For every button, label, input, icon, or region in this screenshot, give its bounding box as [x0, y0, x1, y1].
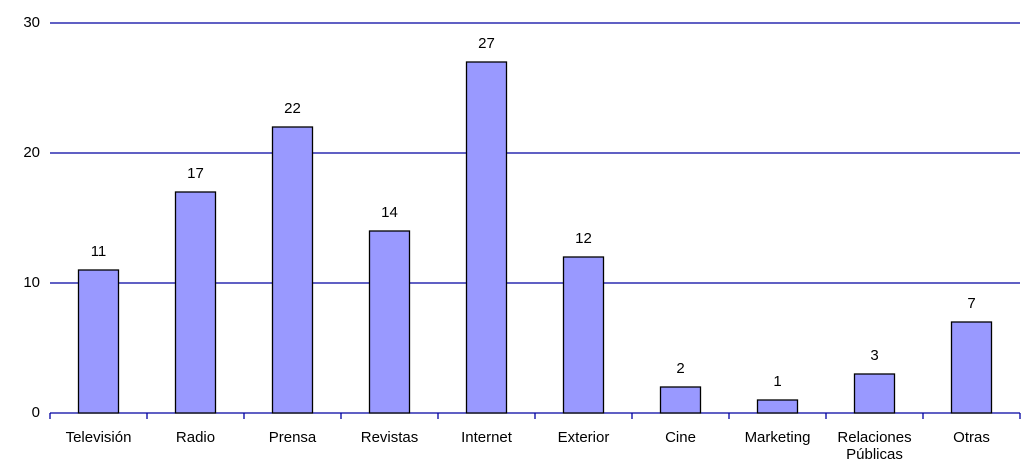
bar — [174, 191, 217, 414]
x-tick-label-box: Otras — [953, 429, 990, 446]
y-tick-label: 20 — [23, 144, 40, 161]
bar — [271, 126, 314, 414]
x-tick-label: Internet — [461, 429, 512, 446]
x-tick-label: Otras — [953, 429, 990, 446]
data-label: 14 — [381, 204, 398, 221]
data-label: 2 — [676, 360, 684, 377]
bar — [77, 269, 120, 414]
x-tick-label: Televisión — [65, 429, 132, 446]
x-tick-label: Prensa — [268, 429, 317, 446]
data-label: 27 — [478, 35, 495, 52]
x-tick-label-box: Radio — [175, 429, 216, 446]
data-label: 17 — [187, 165, 204, 182]
data-label: 22 — [284, 100, 301, 117]
bar — [659, 386, 702, 414]
x-tick-label: Revistas — [360, 429, 419, 446]
bar — [756, 399, 799, 414]
x-tick-label: Relaciones Públicas — [837, 429, 912, 463]
x-tick-label: Radio — [175, 429, 216, 446]
y-tick-label: 10 — [23, 274, 40, 291]
x-tick-label: Exterior — [557, 429, 610, 446]
bar — [853, 373, 896, 414]
x-tick-label-box: Revistas — [360, 429, 419, 446]
data-label: 7 — [967, 295, 975, 312]
x-tick-label-box: Marketing — [744, 429, 811, 446]
data-label: 3 — [870, 347, 878, 364]
bar — [465, 61, 508, 414]
y-tick-label: 0 — [32, 404, 40, 421]
bar — [950, 321, 993, 414]
data-label: 1 — [773, 373, 781, 390]
x-tick-label-box: Exterior — [557, 429, 610, 446]
x-tick-label-box: Relaciones Públicas — [837, 429, 912, 463]
x-tick-label: Marketing — [744, 429, 811, 446]
bar — [562, 256, 605, 414]
y-tick-label: 30 — [23, 14, 40, 31]
x-tick-label-box: Prensa — [268, 429, 317, 446]
bar — [368, 230, 411, 414]
x-tick-label: Cine — [665, 429, 696, 446]
x-tick-label-box: Cine — [665, 429, 696, 446]
x-tick-label-box: Televisión — [65, 429, 132, 446]
data-label: 12 — [575, 230, 592, 247]
x-tick-label-box: Internet — [461, 429, 512, 446]
data-label: 11 — [91, 243, 107, 260]
